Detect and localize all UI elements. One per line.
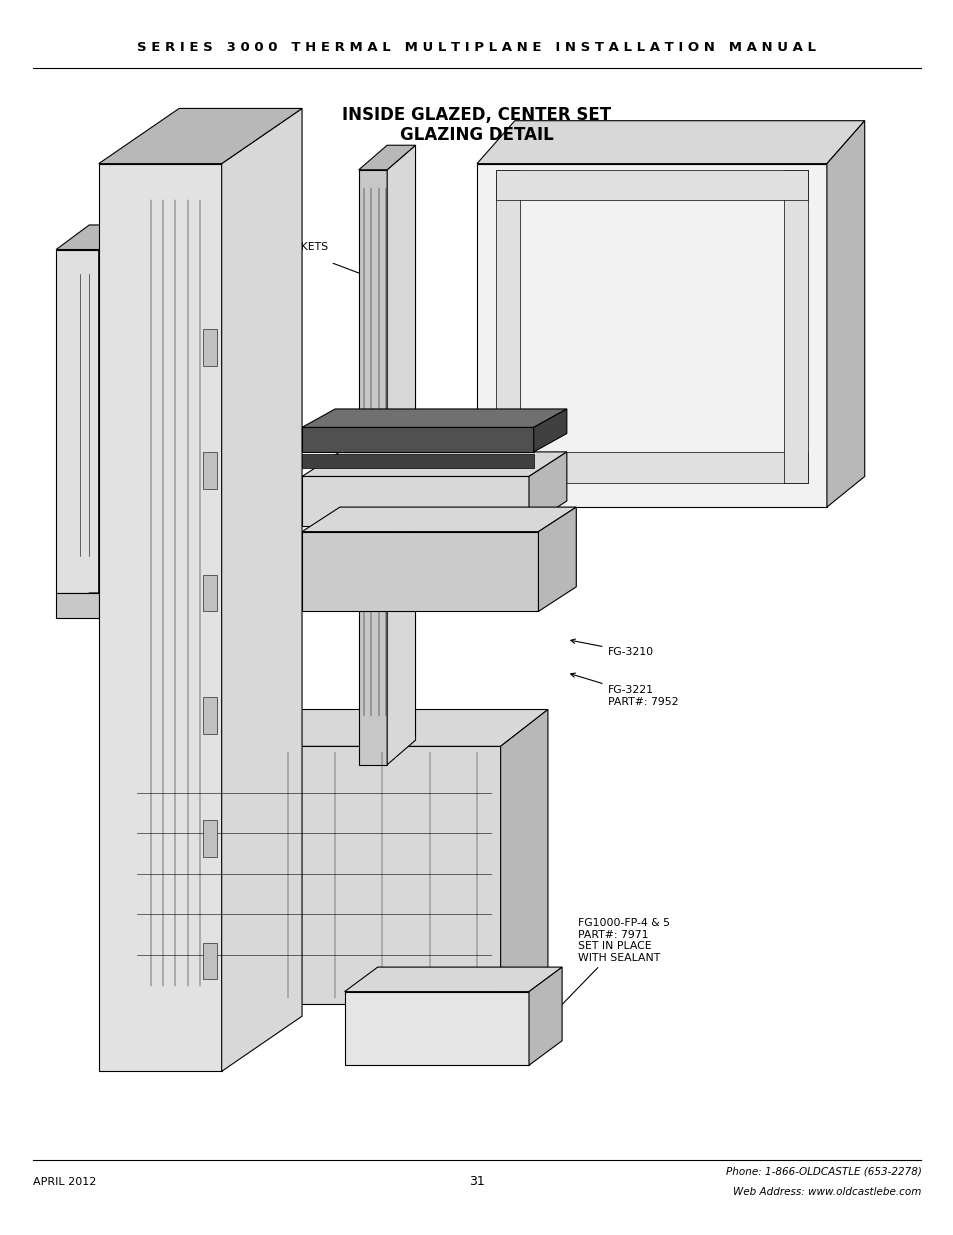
Polygon shape (387, 146, 416, 764)
Polygon shape (476, 163, 826, 508)
Text: GLAZING DETAIL: GLAZING DETAIL (399, 126, 554, 144)
Text: FG-3210: FG-3210 (570, 638, 653, 657)
Polygon shape (98, 163, 221, 1072)
Polygon shape (302, 508, 576, 531)
Polygon shape (127, 746, 500, 1004)
Polygon shape (203, 820, 216, 857)
Polygon shape (537, 508, 576, 611)
Text: Phone: 1-866-OLDCASTLE (653-2278): Phone: 1-866-OLDCASTLE (653-2278) (725, 1167, 921, 1177)
Polygon shape (56, 225, 132, 249)
Text: 31: 31 (469, 1176, 484, 1188)
Polygon shape (302, 531, 537, 611)
Polygon shape (302, 454, 533, 468)
Polygon shape (221, 109, 302, 1072)
Text: INSIDE GLAZED, CENTER SET: INSIDE GLAZED, CENTER SET (342, 105, 611, 124)
Polygon shape (496, 169, 807, 200)
Polygon shape (500, 709, 547, 1004)
Polygon shape (56, 249, 98, 593)
Polygon shape (302, 427, 533, 452)
Polygon shape (533, 409, 566, 452)
Text: FG1000-FP-4 & 5
PART#: 7971
SET IN PLACE
WITH SEALANT: FG1000-FP-4 & 5 PART#: 7971 SET IN PLACE… (553, 918, 670, 1013)
Text: S E R I E S   3 0 0 0   T H E R M A L   M U L T I P L A N E   I N S T A L L A T : S E R I E S 3 0 0 0 T H E R M A L M U L … (137, 41, 816, 53)
Text: FG-3221
PART#: 7952: FG-3221 PART#: 7952 (570, 673, 678, 706)
Text: FG-1133
PART#: 364
VERTICAL GASKETS
RUN THRU.: FG-1133 PART#: 364 VERTICAL GASKETS RUN … (221, 219, 374, 279)
Polygon shape (476, 121, 863, 163)
Polygon shape (344, 992, 529, 1066)
Polygon shape (203, 452, 216, 489)
Polygon shape (358, 146, 416, 169)
Polygon shape (496, 169, 519, 483)
Polygon shape (203, 942, 216, 979)
Polygon shape (783, 169, 807, 483)
Text: Web Address: www.oldcastlebe.com: Web Address: www.oldcastlebe.com (732, 1187, 921, 1197)
Polygon shape (358, 169, 387, 764)
Text: APRIL 2012: APRIL 2012 (32, 1177, 96, 1187)
Polygon shape (56, 593, 132, 618)
Polygon shape (203, 698, 216, 734)
Polygon shape (302, 477, 529, 526)
Polygon shape (203, 574, 216, 611)
Polygon shape (529, 967, 561, 1066)
Polygon shape (127, 709, 547, 746)
Polygon shape (826, 121, 863, 508)
Polygon shape (98, 225, 132, 593)
Polygon shape (302, 409, 566, 427)
Polygon shape (496, 452, 807, 483)
Polygon shape (203, 330, 216, 366)
Polygon shape (56, 593, 98, 618)
Polygon shape (98, 109, 302, 163)
Polygon shape (344, 967, 561, 992)
Polygon shape (529, 452, 566, 526)
Polygon shape (302, 452, 566, 477)
